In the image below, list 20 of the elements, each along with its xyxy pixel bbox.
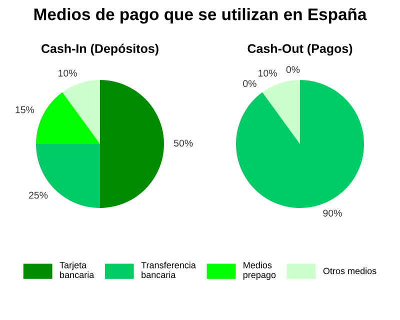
text: 0% (243, 80, 256, 88)
chart-subtitle: Cash-In (Depósitos) (41, 44, 158, 56)
data-label: 10% (58, 70, 77, 77)
legend-label: Medios prepago (243, 262, 276, 280)
data-label: 50% (174, 140, 193, 147)
legend-label: Otros medios (323, 268, 376, 274)
chart-subtitle: Cash-Out (Pagos) (248, 44, 352, 56)
pie-slice (262, 80, 300, 144)
chart-title: Medios de pago que se utilizan en España (34, 8, 367, 24)
pie-slice (36, 92, 100, 144)
legend-label: Tarjeta bancaria (60, 262, 94, 278)
data-label: 10% (258, 70, 277, 77)
pie-slice (236, 80, 364, 208)
data-label: 15% (16, 106, 34, 114)
text: 0% (286, 66, 300, 74)
data-label: 90% (323, 210, 342, 217)
data-label: 25% (28, 192, 48, 199)
pie-slice (62, 80, 100, 144)
legend-label: Transferencia bancaria (141, 262, 196, 278)
pie-slice (100, 80, 164, 208)
